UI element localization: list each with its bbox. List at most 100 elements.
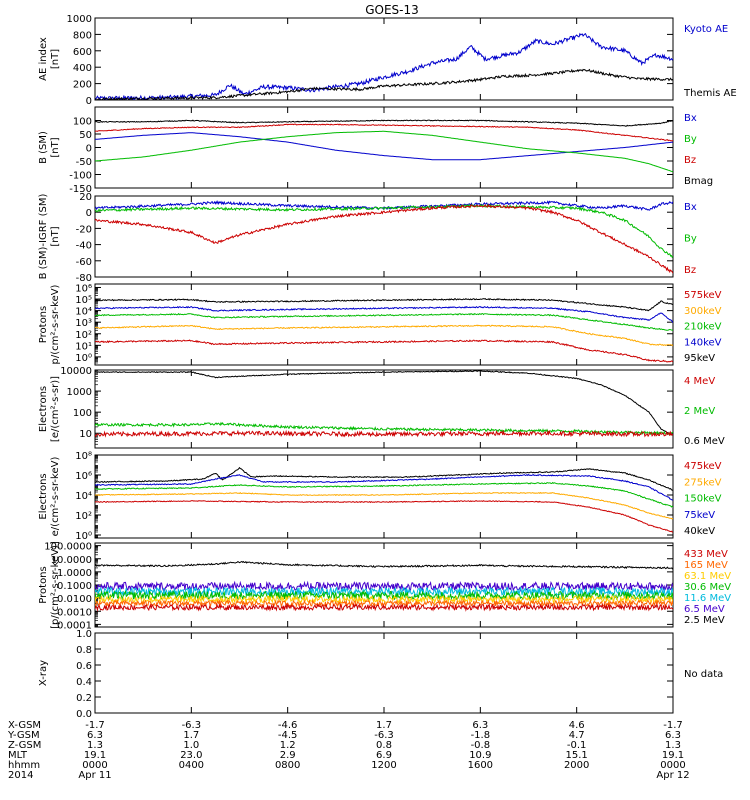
y-axis-label-line1: Electrons bbox=[38, 386, 49, 432]
legend-entry: 165 MeV bbox=[684, 560, 728, 571]
legend-entry: Bmag bbox=[684, 176, 713, 187]
series-line-6.5-MeV bbox=[95, 580, 673, 593]
orbit-row-value: 1.0 bbox=[183, 740, 199, 751]
y-tick-label: 600 bbox=[73, 47, 92, 58]
y-tick-label: 10 bbox=[79, 429, 92, 440]
orbit-row-value: -6.3 bbox=[182, 720, 202, 731]
series-line-140keV bbox=[95, 305, 673, 323]
orbit-row-value: -0.8 bbox=[471, 740, 491, 751]
legend-entry: Bx bbox=[684, 202, 697, 213]
orbit-row-value: 6.9 bbox=[376, 750, 392, 761]
y-axis-label-line1: X-ray bbox=[38, 660, 49, 686]
series-line-2-MeV bbox=[95, 421, 673, 436]
orbit-row-value: 1.7 bbox=[183, 730, 199, 741]
y-tick-label: 10² bbox=[75, 511, 92, 522]
y-axis-label-line1: Protons bbox=[38, 306, 49, 343]
y-tick-label: 1.0 bbox=[76, 629, 92, 640]
y-tick-label: -150 bbox=[69, 184, 92, 195]
orbit-row-label: Y-GSM bbox=[7, 730, 40, 741]
orbit-row-value: 2.9 bbox=[280, 750, 296, 761]
orbit-row-value: 1200 bbox=[371, 760, 396, 771]
y-axis-label-line1: Electrons bbox=[38, 473, 49, 519]
y-tick-label: 20 bbox=[79, 192, 92, 203]
orbit-row-value: 1.2 bbox=[280, 740, 296, 751]
orbit-row-value: 0800 bbox=[275, 760, 300, 771]
orbit-row-value: 6.3 bbox=[665, 730, 681, 741]
y-tick-label: 10⁶ bbox=[75, 471, 92, 482]
panel-3: 20 0 -20 -40 -60 -80 B (SM)-IGRF (SM) [nT] Bx By B… bbox=[38, 192, 697, 284]
series-line-95keV bbox=[95, 298, 673, 312]
orbit-row-label: MLT bbox=[8, 750, 28, 761]
series-line-275keV bbox=[95, 491, 673, 520]
y-axis-label: AE index [nT] bbox=[38, 37, 61, 81]
y-tick-label: 0.2 bbox=[76, 693, 92, 704]
orbit-row-value: 1.3 bbox=[665, 740, 681, 751]
y-tick-label: 50 bbox=[79, 130, 92, 141]
orbit-row-value: Apr 11 bbox=[78, 770, 111, 781]
y-tick-label: 10000 bbox=[60, 366, 92, 377]
series-line-210keV bbox=[95, 312, 673, 331]
y-tick-label: 10.0000 bbox=[51, 555, 92, 566]
y-tick-label: -50 bbox=[76, 157, 92, 168]
y-axis-label-line2: [nT] bbox=[50, 226, 61, 246]
panel-2: 100 50 0 -50 -100 -150 B (SM) [nT] Bx By Bz Bmag bbox=[38, 106, 713, 195]
orbit-row-value: 0400 bbox=[179, 760, 204, 771]
legend-entry: 433 MeV bbox=[684, 549, 728, 560]
legend-entry: Kyoto AE bbox=[684, 24, 728, 35]
y-tick-label: 10³ bbox=[75, 318, 92, 329]
series-line-40keV bbox=[95, 466, 673, 491]
series-line-By bbox=[95, 130, 673, 173]
series-line-Kyoto-AE bbox=[95, 32, 673, 100]
orbit-row-value: -0.1 bbox=[567, 740, 587, 751]
panel-8: 0.0 0.2 0.4 0.6 0.8 1.0 X-ray No data bbox=[38, 629, 723, 720]
y-axis-label: B (SM)-IGRF (SM) [nT] bbox=[38, 194, 61, 280]
y-tick-label: 1000 bbox=[67, 387, 92, 398]
panel-frame bbox=[94, 542, 674, 628]
y-axis-label: Protons p/(cm²-s-sr-keV) bbox=[38, 284, 61, 364]
orbit-row-value: -6.3 bbox=[374, 730, 394, 741]
legend-entry: 11.6 MeV bbox=[684, 593, 731, 604]
y-axis-label: X-ray bbox=[38, 660, 49, 686]
y-tick-label: 0.6 bbox=[76, 661, 92, 672]
y-tick-label: -60 bbox=[76, 257, 92, 268]
y-tick-label: 10⁰ bbox=[75, 353, 92, 364]
orbit-row-value: -4.5 bbox=[278, 730, 298, 741]
y-axis-label-line2: [nT] bbox=[50, 137, 61, 157]
panel-frame bbox=[94, 106, 674, 189]
y-tick-label: 0.0 bbox=[76, 709, 92, 720]
orbit-row-value: 15.1 bbox=[566, 750, 588, 761]
series-line-0.6-MeV bbox=[95, 370, 673, 436]
y-tick-label: 100 bbox=[73, 408, 92, 419]
series-line-Bz bbox=[95, 123, 673, 142]
legend-entry: 275keV bbox=[684, 477, 722, 488]
panel-frame bbox=[94, 283, 674, 366]
panel-6: 10⁰ 10² 10⁴ 10⁶ 10⁸ Electrons e/(cm²-s-sr-keV)… bbox=[38, 451, 722, 542]
legend-entry: By bbox=[684, 234, 697, 245]
panel-frame bbox=[94, 632, 674, 714]
y-tick-label: 200 bbox=[73, 80, 92, 91]
y-tick-label: 800 bbox=[73, 30, 92, 41]
y-axis-label-line2: [p/(cm²-s-sr-keV)] bbox=[50, 541, 61, 629]
legend-entry: By bbox=[684, 134, 697, 145]
panel-7: 100.0000 10.0000 1.0000 0.1000 0.0100 0.0010 0… bbox=[38, 541, 731, 631]
orbit-row-value: 23.0 bbox=[180, 750, 202, 761]
panel-frame bbox=[94, 454, 674, 539]
y-axis-label-line2: e/(cm²-s-sr-keV) bbox=[50, 457, 61, 537]
y-tick-label: 10⁴ bbox=[75, 307, 92, 318]
y-tick-label: 0.0010 bbox=[57, 607, 92, 618]
legend-entry: 4 MeV bbox=[684, 376, 715, 387]
series-line-11.6-MeV bbox=[95, 586, 673, 598]
legend-entry: 150keV bbox=[684, 494, 722, 505]
orbit-row-value: -1.8 bbox=[471, 730, 491, 741]
y-tick-label: 0 bbox=[86, 96, 92, 107]
orbit-row-value: 0000 bbox=[82, 760, 107, 771]
y-tick-label: 0.4 bbox=[76, 677, 92, 688]
series-line-150keV bbox=[95, 481, 673, 508]
legend-entry: Themis AE bbox=[683, 88, 737, 99]
y-tick-label: 0.8 bbox=[76, 645, 92, 656]
y-tick-label: 10⁵ bbox=[75, 295, 92, 306]
y-tick-label: -80 bbox=[76, 273, 92, 284]
orbit-row-value: 1.7 bbox=[376, 720, 392, 731]
